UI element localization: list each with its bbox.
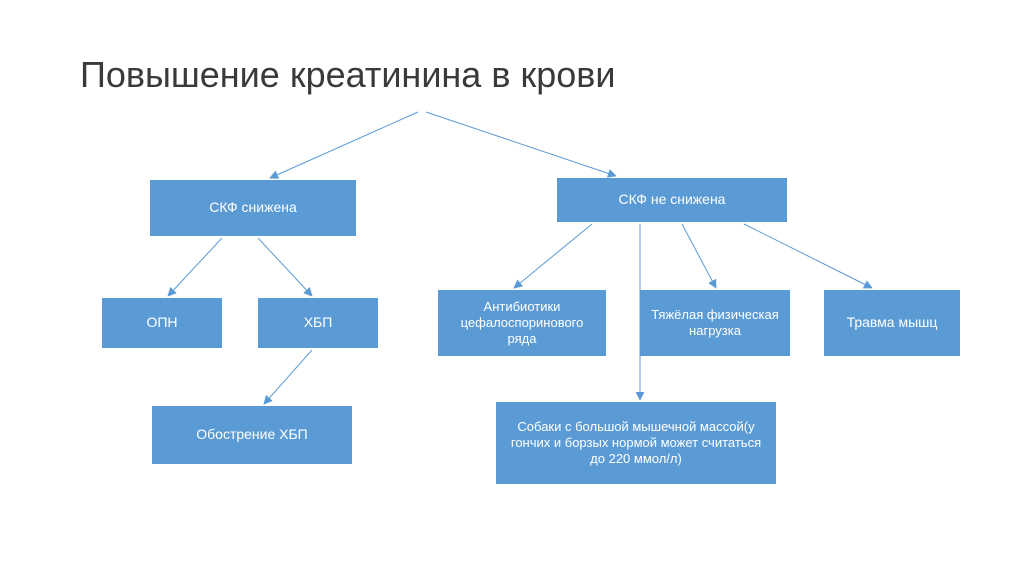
edge: [168, 238, 222, 296]
edge: [682, 224, 716, 288]
edge: [514, 224, 592, 288]
edge: [258, 238, 312, 296]
edge: [744, 224, 872, 288]
edge: [270, 112, 418, 178]
edge: [264, 350, 312, 404]
edges-layer: [0, 0, 1024, 574]
edge: [426, 112, 616, 176]
